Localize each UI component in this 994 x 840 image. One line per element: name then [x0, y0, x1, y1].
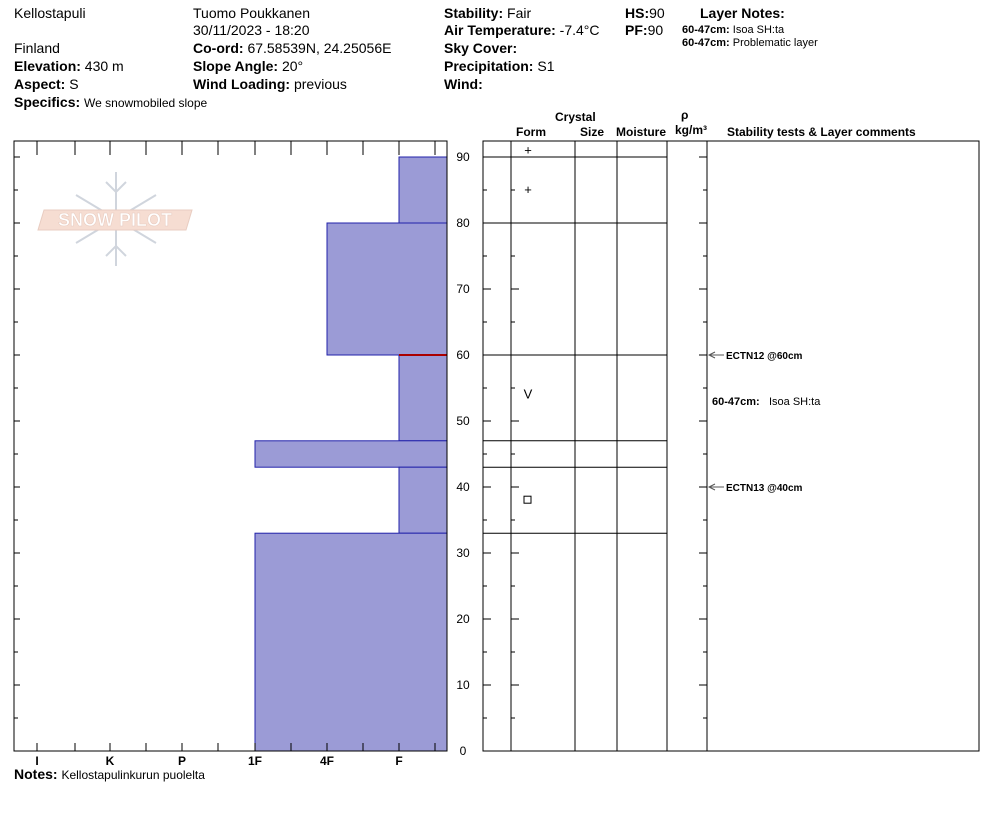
wind-loading-label: Wind Loading:	[193, 76, 291, 92]
aspect-label: Aspect:	[14, 76, 66, 92]
x-tick-label-K: K	[106, 754, 115, 768]
crystal-form-3	[523, 495, 532, 504]
y-tick-label-20: 20	[456, 612, 470, 626]
slope-angle: Slope Angle: 20°	[193, 57, 303, 75]
hs-value: 90	[649, 5, 665, 21]
logo-text: SNOW PILOT	[58, 210, 172, 230]
coord-label: Co-ord:	[193, 40, 244, 56]
hardness-bar-1	[326, 222, 448, 356]
country: Finland	[14, 40, 60, 56]
aspect: Aspect: S	[14, 75, 79, 93]
crystal-form-2: V	[524, 387, 533, 402]
x-tick-label-P: P	[178, 754, 186, 768]
snowpilot-logo: SNOW PILOT	[37, 172, 193, 266]
form-header: Form	[516, 125, 546, 139]
stability-test-arrowhead-1	[707, 483, 716, 491]
density-symbol: ρ	[681, 108, 689, 122]
hardness-bar-4	[398, 466, 448, 534]
precipitation-label: Precipitation:	[444, 58, 534, 74]
x-tick-label-1F: 1F	[248, 754, 262, 768]
crystal-form-1: +	[524, 182, 532, 197]
sky-cover-label: Sky Cover:	[444, 40, 518, 56]
observation-datetime: 30/11/2023 - 18:20	[193, 22, 310, 38]
hs-label: HS:	[625, 5, 650, 21]
elevation-value: 430 m	[84, 58, 124, 74]
observer-name: Tuomo Poukkanen	[193, 5, 310, 21]
aspect-value: S	[69, 76, 79, 92]
precipitation: Precipitation: S1	[444, 57, 554, 75]
y-tick-label-40: 40	[456, 480, 470, 494]
moisture-header: Moisture	[616, 125, 667, 139]
x-tick-label-4F: 4F	[320, 754, 334, 768]
penetration-foot: PF:90	[625, 21, 663, 39]
x-tick-label-F: F	[395, 754, 402, 768]
stability-test-1: ECTN13 @40cm	[726, 483, 803, 494]
layer-note-2-text: Problematic layer	[732, 37, 818, 49]
crystal-header: Crystal	[555, 110, 596, 124]
table-frame	[482, 140, 980, 752]
y-tick-label-10: 10	[456, 678, 470, 692]
wind-loading-value: previous	[293, 76, 347, 92]
stability: Stability: Fair	[444, 4, 531, 22]
y-tick-label-0: 0	[460, 744, 467, 758]
stability-test-arrowhead-0	[707, 351, 716, 359]
wind-label: Wind:	[444, 76, 483, 92]
layer-table: + + V ECTN12 @60cm ECTN13 @40cm 60-47cm: Isoa …	[482, 140, 980, 752]
hardness-bar-3	[254, 440, 448, 468]
hardness-bar-0	[398, 156, 448, 224]
air-temp-label: Air Temperature:	[444, 22, 556, 38]
y-tick-label-50: 50	[456, 414, 470, 428]
sky-cover: Sky Cover:	[444, 39, 517, 57]
stability-value: Fair	[507, 5, 532, 21]
hardness-plot: I K P 1F 4F F 0 10 20 30 40 50 60 70 80 90	[13, 140, 470, 768]
hardness-bar-2	[398, 354, 448, 442]
y-tick-label-80: 80	[456, 216, 470, 230]
x-tick-label-I: I	[35, 754, 38, 768]
layer-notes-title: Layer Notes:	[700, 5, 785, 21]
stability-label: Stability:	[444, 5, 504, 21]
air-temperature: Air Temperature: -7.4°C	[444, 21, 600, 39]
notes-value: Kellostapulinkurun puolelta	[61, 768, 205, 782]
notes-label: Notes:	[14, 766, 58, 782]
air-temp-value: -7.4°C	[559, 22, 600, 38]
coordinates: Co-ord: 67.58539N, 24.25056E	[193, 39, 391, 57]
plot-frame	[13, 140, 448, 752]
slope-angle-value: 20°	[281, 58, 304, 74]
layer-note-2: 60-47cm: Problematic layer	[682, 37, 818, 49]
hardness-bar-5	[254, 532, 448, 752]
pf-value: 90	[647, 22, 664, 38]
layer-comment-text-0: Isoa SH:ta	[769, 396, 821, 408]
y-tick-label-30: 30	[456, 546, 470, 560]
snow-height: HS:90	[625, 4, 665, 22]
elevation: Elevation: 430 m	[14, 57, 124, 75]
notes: Notes: Kellostapulinkurun puolelta	[14, 765, 205, 784]
specifics: Specifics: We snowmobiled slope	[14, 93, 207, 112]
y-tick-label-70: 70	[456, 282, 470, 296]
layer-comment-range-0: 60-47cm:	[712, 396, 760, 408]
size-header: Size	[580, 125, 605, 139]
wind: Wind:	[444, 75, 483, 93]
pf-label: PF:	[625, 22, 648, 38]
y-tick-label-60: 60	[456, 348, 470, 362]
snowflake-icon	[75, 172, 157, 266]
elevation-label: Elevation:	[14, 58, 81, 74]
coord-value: 67.58539N, 24.25056E	[247, 40, 392, 56]
layer-note-1-range: 60-47cm:	[682, 24, 730, 36]
specifics-label: Specifics:	[14, 94, 81, 110]
layer-note-2-range: 60-47cm:	[682, 37, 730, 49]
y-tick-label-90: 90	[456, 150, 470, 164]
location-name: Kellostapuli	[14, 5, 86, 21]
wind-loading: Wind Loading: previous	[193, 75, 347, 93]
slope-angle-label: Slope Angle:	[193, 58, 279, 74]
density-unit: kg/m³	[675, 123, 708, 137]
specifics-value: We snowmobiled slope	[84, 96, 208, 110]
layer-note-1: 60-47cm: Isoa SH:ta	[682, 24, 784, 36]
layer-note-1-text: Isoa SH:ta	[732, 24, 785, 36]
precipitation-value: S1	[537, 58, 555, 74]
crystal-form-0: +	[524, 142, 532, 157]
stability-test-0: ECTN12 @60cm	[726, 351, 803, 362]
comments-header: Stability tests & Layer comments	[727, 125, 916, 139]
